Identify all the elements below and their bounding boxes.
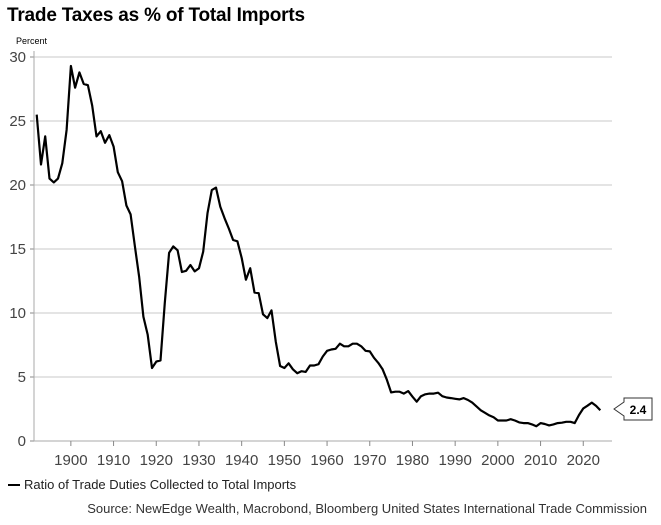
x-tick-label: 1950 bbox=[268, 452, 301, 469]
x-tick-label: 1960 bbox=[310, 452, 343, 469]
source-note: Source: NewEdge Wealth, Macrobond, Bloom… bbox=[87, 501, 647, 516]
y-axis-label: Percent bbox=[16, 36, 48, 46]
y-tick-label: 15 bbox=[9, 241, 26, 258]
y-tick-label: 5 bbox=[18, 369, 26, 386]
last-value-label: 2.4 bbox=[613, 397, 653, 421]
x-tick-label: 1930 bbox=[182, 452, 215, 469]
legend: Ratio of Trade Duties Collected to Total… bbox=[8, 477, 296, 492]
x-tick-label: 2000 bbox=[481, 452, 514, 469]
x-tick-label: 1920 bbox=[140, 452, 173, 469]
x-axis: 1900 1910 1920 1930 1940 1950 1960 1970 1980 1990… bbox=[34, 440, 612, 469]
chart-title: Trade Taxes as % of Total Imports bbox=[7, 5, 305, 26]
y-tick-label: 0 bbox=[18, 433, 26, 450]
legend-swatch bbox=[8, 483, 20, 486]
x-tick-label: 2010 bbox=[524, 452, 557, 469]
x-tick-label: 1940 bbox=[225, 452, 258, 469]
y-tick-label: 25 bbox=[9, 113, 26, 130]
last-value-text: 2.4 bbox=[630, 403, 647, 417]
series-line-trade-duties-ratio bbox=[35, 64, 602, 428]
y-tick-label: 20 bbox=[9, 177, 26, 194]
x-tick-label: 2020 bbox=[567, 452, 600, 469]
y-axis: 0 5 10 15 20 25 30 bbox=[9, 49, 35, 450]
legend-label: Ratio of Trade Duties Collected to Total… bbox=[24, 477, 297, 492]
x-tick-label: 1990 bbox=[438, 452, 471, 469]
gridlines bbox=[34, 56, 612, 378]
y-tick-label: 30 bbox=[9, 49, 26, 66]
x-tick-label: 1910 bbox=[97, 452, 130, 469]
y-tick-label: 10 bbox=[9, 305, 26, 322]
x-tick-label: 1980 bbox=[396, 452, 429, 469]
x-tick-label: 1970 bbox=[353, 452, 386, 469]
x-tick-label: 1900 bbox=[54, 452, 87, 469]
